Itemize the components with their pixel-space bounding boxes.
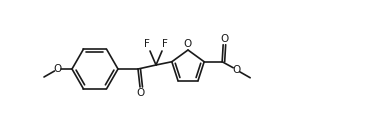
- Text: O: O: [137, 88, 145, 98]
- Text: O: O: [184, 39, 192, 49]
- Text: F: F: [162, 39, 168, 49]
- Text: O: O: [220, 34, 228, 44]
- Text: F: F: [144, 39, 150, 49]
- Text: O: O: [232, 65, 240, 75]
- Text: O: O: [54, 64, 62, 74]
